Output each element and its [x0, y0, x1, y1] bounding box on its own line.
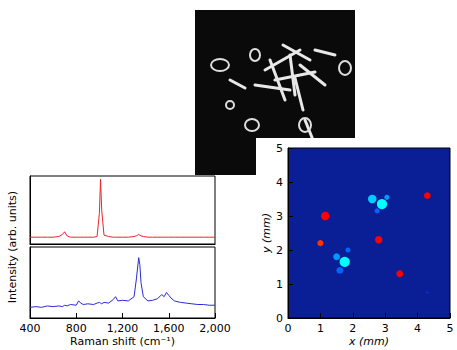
svg-text:4: 4 [276, 176, 283, 189]
svg-text:5: 5 [276, 142, 283, 155]
svg-text:2: 2 [276, 244, 283, 257]
svg-text:4: 4 [414, 322, 421, 335]
svg-text:800: 800 [66, 322, 87, 335]
svg-text:1,600: 1,600 [153, 322, 185, 335]
svg-text:2: 2 [349, 322, 356, 335]
svg-text:Intensity (arb. units): Intensity (arb. units) [6, 191, 19, 303]
svg-text:1: 1 [276, 278, 283, 291]
svg-text:5: 5 [447, 322, 454, 335]
svg-text:Raman shift (cm⁻¹): Raman shift (cm⁻¹) [70, 335, 175, 348]
svg-text:2,000: 2,000 [199, 322, 231, 335]
svg-text:x (mm): x (mm) [348, 335, 389, 348]
svg-text:3: 3 [382, 322, 389, 335]
svg-text:0: 0 [276, 312, 283, 325]
svg-text:0: 0 [285, 322, 292, 335]
svg-text:400: 400 [20, 322, 41, 335]
svg-text:y (mm): y (mm) [260, 213, 273, 254]
svg-text:1,200: 1,200 [107, 322, 139, 335]
svg-text:1: 1 [317, 322, 324, 335]
svg-text:3: 3 [276, 210, 283, 223]
